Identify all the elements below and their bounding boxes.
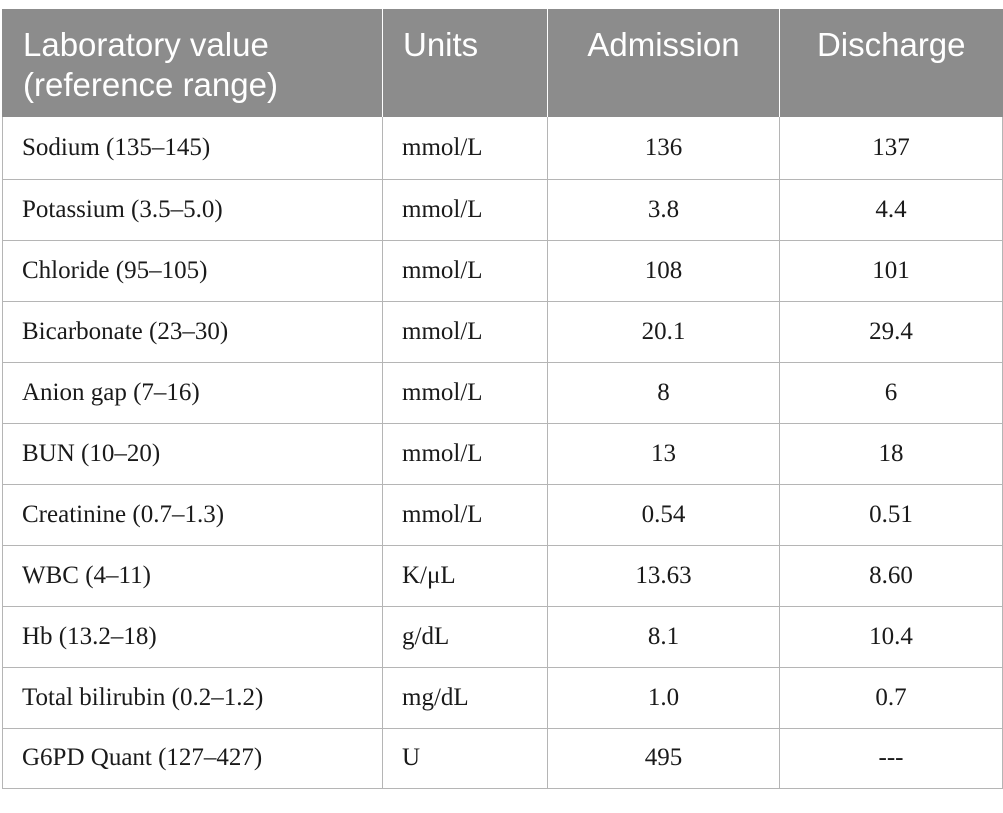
table-row: Potassium (3.5–5.0) mmol/L 3.8 4.4 <box>2 179 1003 241</box>
cell-admission: 13 <box>547 423 780 485</box>
cell-laboratory-value: G6PD Quant (127–427) <box>2 728 383 789</box>
header-laboratory-value-line1: Laboratory value <box>23 26 269 63</box>
cell-discharge: 10.4 <box>779 606 1003 668</box>
cell-admission: 1.0 <box>547 667 780 729</box>
cell-laboratory-value: Chloride (95–105) <box>2 240 383 302</box>
cell-admission: 8.1 <box>547 606 780 668</box>
cell-laboratory-value: WBC (4–11) <box>2 545 383 607</box>
cell-discharge: 4.4 <box>779 179 1003 241</box>
header-laboratory-value: Laboratory value (reference range) <box>2 9 383 117</box>
table-row: Total bilirubin (0.2–1.2) mg/dL 1.0 0.7 <box>2 667 1003 729</box>
cell-discharge: 8.60 <box>779 545 1003 607</box>
cell-laboratory-value: Sodium (135–145) <box>2 117 383 180</box>
cell-units: U <box>382 728 548 789</box>
header-discharge: Discharge <box>779 9 1003 117</box>
cell-units: g/dL <box>382 606 548 668</box>
table-row: BUN (10–20) mmol/L 13 18 <box>2 423 1003 485</box>
table-row: Bicarbonate (23–30) mmol/L 20.1 29.4 <box>2 301 1003 363</box>
table-row: Anion gap (7–16) mmol/L 8 6 <box>2 362 1003 424</box>
table-row: Chloride (95–105) mmol/L 108 101 <box>2 240 1003 302</box>
cell-admission: 8 <box>547 362 780 424</box>
cell-discharge: 6 <box>779 362 1003 424</box>
cell-units: mmol/L <box>382 301 548 363</box>
lab-values-table: Laboratory value (reference range) Units… <box>2 9 1003 789</box>
table-row: Sodium (135–145) mmol/L 136 137 <box>2 117 1003 180</box>
cell-units: K/μL <box>382 545 548 607</box>
table-row: G6PD Quant (127–427) U 495 --- <box>2 728 1003 789</box>
header-admission: Admission <box>547 9 780 117</box>
cell-units: mmol/L <box>382 179 548 241</box>
cell-units: mmol/L <box>382 423 548 485</box>
table-header: Laboratory value (reference range) Units… <box>2 9 1003 117</box>
cell-laboratory-value: Creatinine (0.7–1.3) <box>2 484 383 546</box>
cell-units: mmol/L <box>382 240 548 302</box>
cell-laboratory-value: Anion gap (7–16) <box>2 362 383 424</box>
cell-units: mmol/L <box>382 362 548 424</box>
cell-laboratory-value: Potassium (3.5–5.0) <box>2 179 383 241</box>
cell-discharge: 0.51 <box>779 484 1003 546</box>
cell-laboratory-value: Total bilirubin (0.2–1.2) <box>2 667 383 729</box>
cell-units: mg/dL <box>382 667 548 729</box>
cell-laboratory-value: Hb (13.2–18) <box>2 606 383 668</box>
cell-laboratory-value: Bicarbonate (23–30) <box>2 301 383 363</box>
cell-admission: 108 <box>547 240 780 302</box>
cell-discharge: 137 <box>779 117 1003 180</box>
cell-discharge: 18 <box>779 423 1003 485</box>
cell-laboratory-value: BUN (10–20) <box>2 423 383 485</box>
header-units: Units <box>382 9 548 117</box>
cell-admission: 13.63 <box>547 545 780 607</box>
cell-discharge: --- <box>779 728 1003 789</box>
cell-discharge: 0.7 <box>779 667 1003 729</box>
cell-units: mmol/L <box>382 484 548 546</box>
header-row: Laboratory value (reference range) Units… <box>2 9 1003 117</box>
table-row: Creatinine (0.7–1.3) mmol/L 0.54 0.51 <box>2 484 1003 546</box>
cell-admission: 495 <box>547 728 780 789</box>
table-row: WBC (4–11) K/μL 13.63 8.60 <box>2 545 1003 607</box>
table-body: Sodium (135–145) mmol/L 136 137 Potassium (3… <box>2 117 1003 789</box>
cell-admission: 3.8 <box>547 179 780 241</box>
table-row: Hb (13.2–18) g/dL 8.1 10.4 <box>2 606 1003 668</box>
header-laboratory-value-line2: (reference range) <box>23 66 278 103</box>
cell-admission: 20.1 <box>547 301 780 363</box>
cell-discharge: 101 <box>779 240 1003 302</box>
cell-admission: 136 <box>547 117 780 180</box>
cell-discharge: 29.4 <box>779 301 1003 363</box>
cell-admission: 0.54 <box>547 484 780 546</box>
cell-units: mmol/L <box>382 117 548 180</box>
